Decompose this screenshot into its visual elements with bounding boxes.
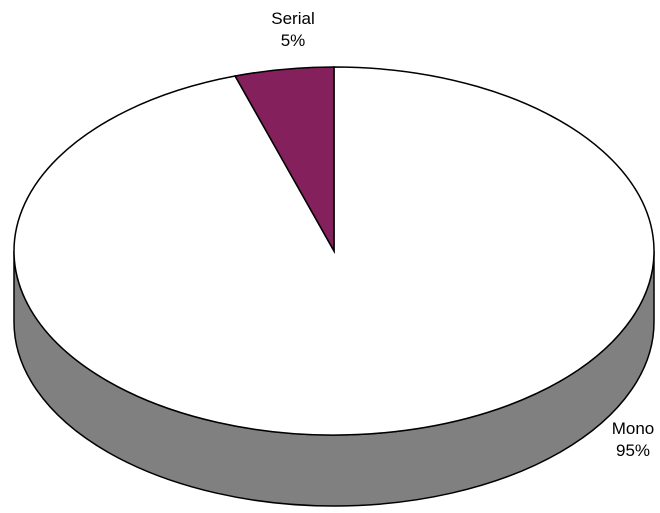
slice-label-mono-percent: 95%: [615, 441, 651, 460]
slice-label-serial-percent: 5%: [280, 31, 306, 50]
pie-slices: [13, 66, 655, 507]
slice-label-mono-name: Mono: [611, 419, 655, 438]
slice-serial: [233, 66, 335, 254]
slice-label-serial-name: Serial: [271, 9, 315, 28]
slice-label-serial: Serial 5%: [263, 8, 323, 52]
slice-label-mono: Mono 95%: [608, 418, 658, 462]
